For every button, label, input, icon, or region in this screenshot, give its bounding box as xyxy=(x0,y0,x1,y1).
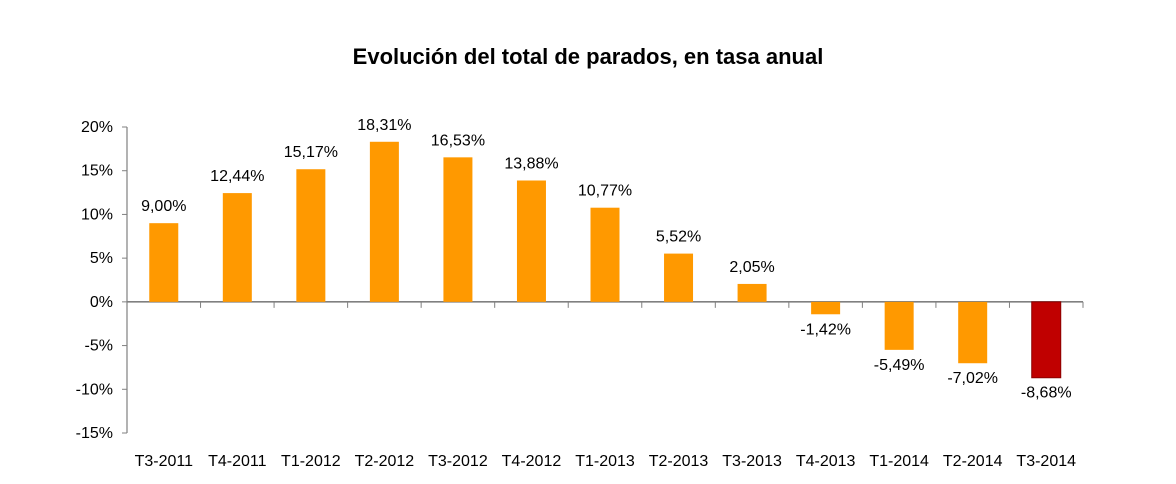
bar xyxy=(664,253,694,302)
x-tick-label: T1-2012 xyxy=(281,453,341,470)
bar xyxy=(884,301,914,350)
x-tick-label: T4-2011 xyxy=(208,453,267,470)
y-tick-label: 5% xyxy=(90,250,113,267)
y-tick-label: 0% xyxy=(90,294,113,311)
data-label: -7,02% xyxy=(947,370,998,387)
x-tick-label: T3-2012 xyxy=(428,453,488,470)
bar xyxy=(958,301,988,364)
bar xyxy=(811,301,841,315)
data-label: 15,17% xyxy=(284,144,338,161)
data-label: 18,31% xyxy=(357,117,411,134)
x-tick-label: T3-2014 xyxy=(1016,453,1076,470)
x-tick-label: T3-2013 xyxy=(722,453,782,470)
y-tick-label: -10% xyxy=(76,381,113,398)
x-tick-label: T1-2014 xyxy=(869,453,929,470)
bar xyxy=(1031,301,1062,379)
data-label: -1,42% xyxy=(800,321,851,338)
y-tick-label: -15% xyxy=(76,425,113,442)
data-label: 2,05% xyxy=(729,259,774,276)
bar xyxy=(369,141,399,302)
y-tick-label: -5% xyxy=(85,338,113,355)
x-tick-label: T2-2012 xyxy=(355,453,415,470)
data-label: 13,88% xyxy=(504,156,558,173)
y-tick-label: 20% xyxy=(81,119,113,136)
y-tick-label: 10% xyxy=(81,206,113,223)
bar xyxy=(590,207,620,302)
chart-title: Evolución del total de parados, en tasa … xyxy=(352,44,824,69)
x-tick-label: T2-2013 xyxy=(649,453,709,470)
bar xyxy=(149,223,179,302)
bar xyxy=(296,169,326,302)
x-tick-label: T4-2012 xyxy=(502,453,562,470)
data-label: 5,52% xyxy=(656,229,701,246)
x-tick-label: T1-2013 xyxy=(575,453,635,470)
data-label: 12,44% xyxy=(210,168,264,185)
data-label: 9,00% xyxy=(141,198,186,215)
y-tick-label: 15% xyxy=(81,163,113,180)
data-label: 16,53% xyxy=(431,132,485,149)
x-tick-label: T2-2014 xyxy=(943,453,1003,470)
x-tick-label: T4-2013 xyxy=(796,453,856,470)
data-label: -8,68% xyxy=(1021,385,1072,402)
bar xyxy=(737,283,767,302)
x-tick-label: T3-2011 xyxy=(135,453,194,470)
bar xyxy=(516,180,546,302)
data-label: 10,77% xyxy=(578,183,632,200)
bar xyxy=(443,157,473,302)
data-label: -5,49% xyxy=(874,357,925,374)
bar xyxy=(222,193,252,302)
